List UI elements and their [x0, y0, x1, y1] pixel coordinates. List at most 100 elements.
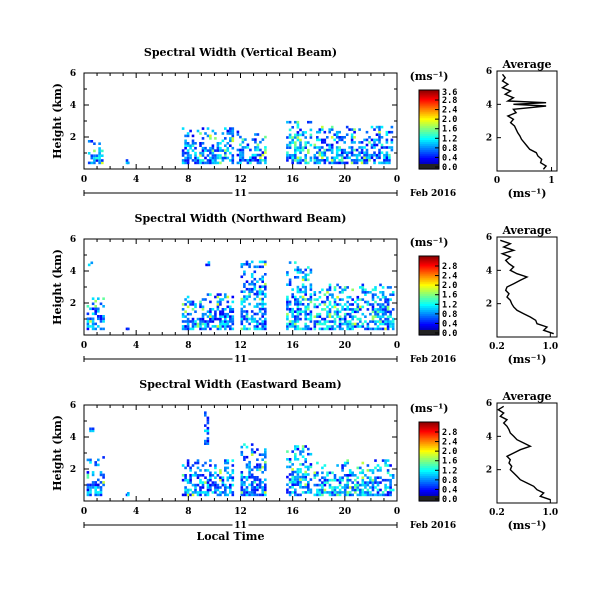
data-cell — [365, 161, 369, 165]
data-cell — [326, 320, 329, 323]
data-cell — [299, 470, 302, 474]
profile-y-tick-label: 6 — [486, 67, 492, 77]
data-cell — [199, 320, 202, 323]
data-cell — [102, 481, 105, 484]
data-cell — [219, 486, 222, 489]
data-cell — [256, 320, 259, 323]
data-cell — [338, 322, 342, 326]
data-cell — [91, 320, 95, 323]
data-cell — [294, 136, 297, 139]
data-cell — [194, 486, 197, 489]
data-cell — [191, 464, 195, 467]
data-cell — [346, 312, 349, 316]
data-cell — [389, 320, 392, 323]
data-cell — [231, 137, 235, 140]
data-cell — [301, 475, 305, 479]
data-cell — [304, 325, 307, 328]
data-cell — [201, 312, 205, 316]
data-cell — [186, 481, 190, 484]
data-cell — [299, 317, 302, 321]
data-cell — [259, 148, 262, 152]
colorbar-step — [419, 437, 439, 441]
colorbar-tick-label: 1.2 — [442, 466, 457, 476]
data-cell — [299, 288, 302, 291]
colorbar-step — [419, 477, 439, 480]
data-cell — [328, 308, 332, 311]
data-cell — [361, 291, 365, 294]
colorbar-tick-label: 2.8 — [442, 96, 457, 106]
data-cell — [309, 136, 313, 139]
data-cell — [261, 159, 265, 162]
data-cell — [99, 486, 103, 489]
data-cell — [264, 307, 267, 311]
data-cell — [224, 308, 227, 311]
y-axis-label: Height (km) — [51, 83, 64, 159]
data-cell — [98, 161, 101, 165]
data-cell — [204, 429, 207, 433]
data-cell — [229, 488, 232, 492]
data-cell — [204, 320, 207, 323]
data-cell — [189, 156, 192, 160]
data-cell — [326, 474, 329, 477]
data-cell — [201, 127, 205, 130]
data-cell — [348, 474, 352, 477]
data-cell — [91, 473, 95, 477]
data-cell — [361, 325, 365, 328]
data-cell — [384, 493, 387, 497]
data-cell — [361, 491, 365, 494]
data-cell — [245, 312, 249, 316]
data-cell — [391, 325, 395, 328]
data-cell — [361, 476, 365, 479]
data-cell — [355, 161, 359, 165]
data-cell — [348, 471, 352, 475]
data-cell — [196, 461, 200, 465]
data-cell — [371, 488, 375, 492]
data-cell — [258, 468, 262, 472]
data-cell — [323, 481, 327, 484]
data-cell — [304, 154, 307, 157]
data-cell — [309, 271, 313, 274]
data-cell — [219, 303, 222, 306]
data-cell — [201, 159, 205, 162]
data-cell — [316, 474, 319, 477]
data-cell — [381, 310, 385, 314]
data-cell — [328, 303, 332, 306]
data-cell — [384, 320, 387, 323]
data-cell — [243, 300, 246, 303]
profile-frame — [496, 70, 558, 172]
data-cell — [331, 315, 334, 318]
data-cell — [244, 159, 247, 162]
data-cell — [309, 293, 313, 296]
y-tick-label: 6 — [70, 69, 76, 79]
profile-line — [500, 239, 554, 335]
data-cell — [189, 474, 192, 477]
data-cell — [296, 480, 300, 484]
data-cell — [219, 320, 222, 323]
colorbar-tick-label: 1.2 — [442, 134, 457, 144]
data-cell — [338, 161, 341, 165]
colorbar-tick-label: 0.0 — [442, 495, 457, 505]
data-cell — [206, 419, 210, 422]
data-cell — [301, 327, 305, 331]
data-cell — [214, 161, 217, 165]
data-cell — [313, 293, 317, 296]
data-cell — [186, 161, 190, 165]
data-cell — [194, 161, 197, 165]
data-cell — [366, 483, 370, 487]
data-cell — [91, 486, 95, 489]
data-cell — [201, 305, 205, 309]
data-cell — [318, 148, 322, 152]
data-cell — [299, 486, 302, 489]
colorbar-step — [419, 277, 439, 281]
colorbar-step — [419, 157, 439, 160]
colorbar-step — [419, 257, 439, 261]
data-cell — [250, 273, 254, 276]
data-cell — [250, 468, 254, 472]
colorbar-tick-label: 0.8 — [442, 144, 457, 154]
data-cell — [369, 303, 372, 306]
data-cell — [226, 325, 230, 328]
data-cell — [373, 143, 376, 147]
data-cell — [209, 151, 212, 155]
y-axis-label: Height (km) — [51, 249, 64, 325]
data-cell — [288, 486, 292, 489]
